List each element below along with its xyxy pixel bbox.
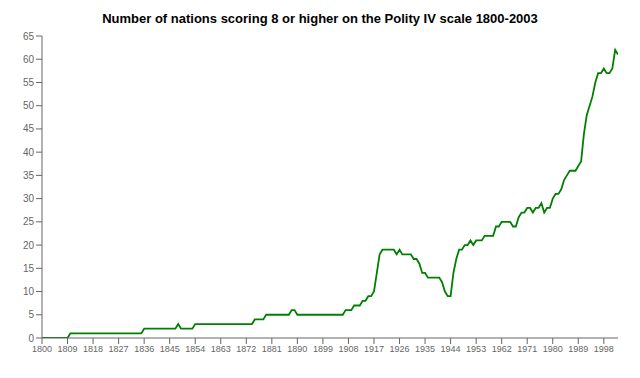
svg-text:5: 5: [28, 309, 34, 320]
svg-text:1980: 1980: [543, 344, 563, 354]
svg-text:45: 45: [23, 123, 35, 134]
svg-text:1818: 1818: [83, 344, 103, 354]
svg-text:0: 0: [28, 333, 34, 344]
svg-text:10: 10: [23, 286, 35, 297]
svg-text:1953: 1953: [466, 344, 486, 354]
svg-text:55: 55: [23, 77, 35, 88]
svg-text:50: 50: [23, 100, 35, 111]
svg-text:1899: 1899: [313, 344, 333, 354]
svg-text:35: 35: [23, 170, 35, 181]
svg-text:1890: 1890: [287, 344, 307, 354]
svg-text:1872: 1872: [236, 344, 256, 354]
svg-text:25: 25: [23, 216, 35, 227]
svg-text:60: 60: [23, 54, 35, 65]
svg-text:1989: 1989: [568, 344, 588, 354]
svg-text:20: 20: [23, 240, 35, 251]
svg-text:1962: 1962: [492, 344, 512, 354]
svg-text:1881: 1881: [262, 344, 282, 354]
svg-text:1935: 1935: [415, 344, 435, 354]
svg-text:15: 15: [23, 263, 35, 274]
svg-text:1845: 1845: [160, 344, 180, 354]
svg-text:1926: 1926: [390, 344, 410, 354]
svg-text:1809: 1809: [58, 344, 78, 354]
svg-text:1827: 1827: [109, 344, 129, 354]
svg-text:1854: 1854: [185, 344, 205, 354]
svg-text:1944: 1944: [441, 344, 461, 354]
svg-text:1917: 1917: [364, 344, 384, 354]
svg-text:1971: 1971: [517, 344, 537, 354]
svg-text:1908: 1908: [338, 344, 358, 354]
svg-text:1998: 1998: [594, 344, 614, 354]
html-text:Number of nations scoring 8 or: Number of nations scoring 8 or higher on…: [102, 11, 538, 26]
svg-text:30: 30: [23, 193, 35, 204]
svg-text:1800: 1800: [32, 344, 52, 354]
svg-text:1836: 1836: [134, 344, 154, 354]
svg-text:65: 65: [23, 31, 35, 42]
svg-text:1863: 1863: [211, 344, 231, 354]
svg-text:40: 40: [23, 147, 35, 158]
